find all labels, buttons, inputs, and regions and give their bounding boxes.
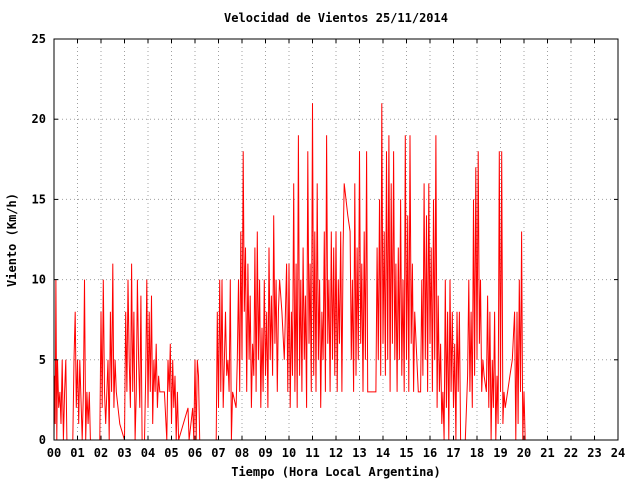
x-tick-label: 23 xyxy=(587,446,601,460)
x-tick-label: 20 xyxy=(517,446,531,460)
x-tick-label: 18 xyxy=(470,446,484,460)
y-tick-label: 0 xyxy=(39,433,46,447)
x-tick-label: 16 xyxy=(423,446,437,460)
x-tick-label: 02 xyxy=(94,446,108,460)
x-tick-label: 10 xyxy=(282,446,296,460)
axis-ticks: 00 01 02 03 04 05 06 07 08 09 10 11 12 13 14 15 16 17 18 19… xyxy=(32,32,626,460)
x-tick-label: 22 xyxy=(564,446,578,460)
x-tick-label: 13 xyxy=(352,446,366,460)
x-tick-label: 07 xyxy=(211,446,225,460)
x-tick-label: 14 xyxy=(376,446,390,460)
y-tick-label: 25 xyxy=(32,32,46,46)
chart-title: Velocidad de Vientos 25/11/2014 xyxy=(224,11,448,25)
grid-lines xyxy=(54,39,618,440)
x-tick-label: 19 xyxy=(493,446,507,460)
y-tick-label: 10 xyxy=(32,273,46,287)
x-tick-label: 21 xyxy=(540,446,554,460)
x-tick-label: 17 xyxy=(446,446,460,460)
y-tick-label: 20 xyxy=(32,112,46,126)
x-axis-label: Tiempo (Hora Local Argentina) xyxy=(231,465,441,479)
x-tick-label: 05 xyxy=(164,446,178,460)
x-tick-label: 08 xyxy=(235,446,249,460)
x-tick-label: 24 xyxy=(611,446,625,460)
x-tick-label: 09 xyxy=(258,446,272,460)
x-tick-label: 01 xyxy=(70,446,84,460)
x-tick-label: 15 xyxy=(399,446,413,460)
x-tick-label: 00 xyxy=(47,446,61,460)
y-tick-label: 5 xyxy=(39,353,46,367)
x-tick-label: 12 xyxy=(329,446,343,460)
x-tick-label: 11 xyxy=(305,446,319,460)
x-tick-label: 06 xyxy=(188,446,202,460)
y-axis-label: Viento (Km/h) xyxy=(5,193,19,287)
x-tick-label: 04 xyxy=(141,446,155,460)
x-tick-label: 03 xyxy=(117,446,131,460)
y-tick-label: 15 xyxy=(32,192,46,206)
